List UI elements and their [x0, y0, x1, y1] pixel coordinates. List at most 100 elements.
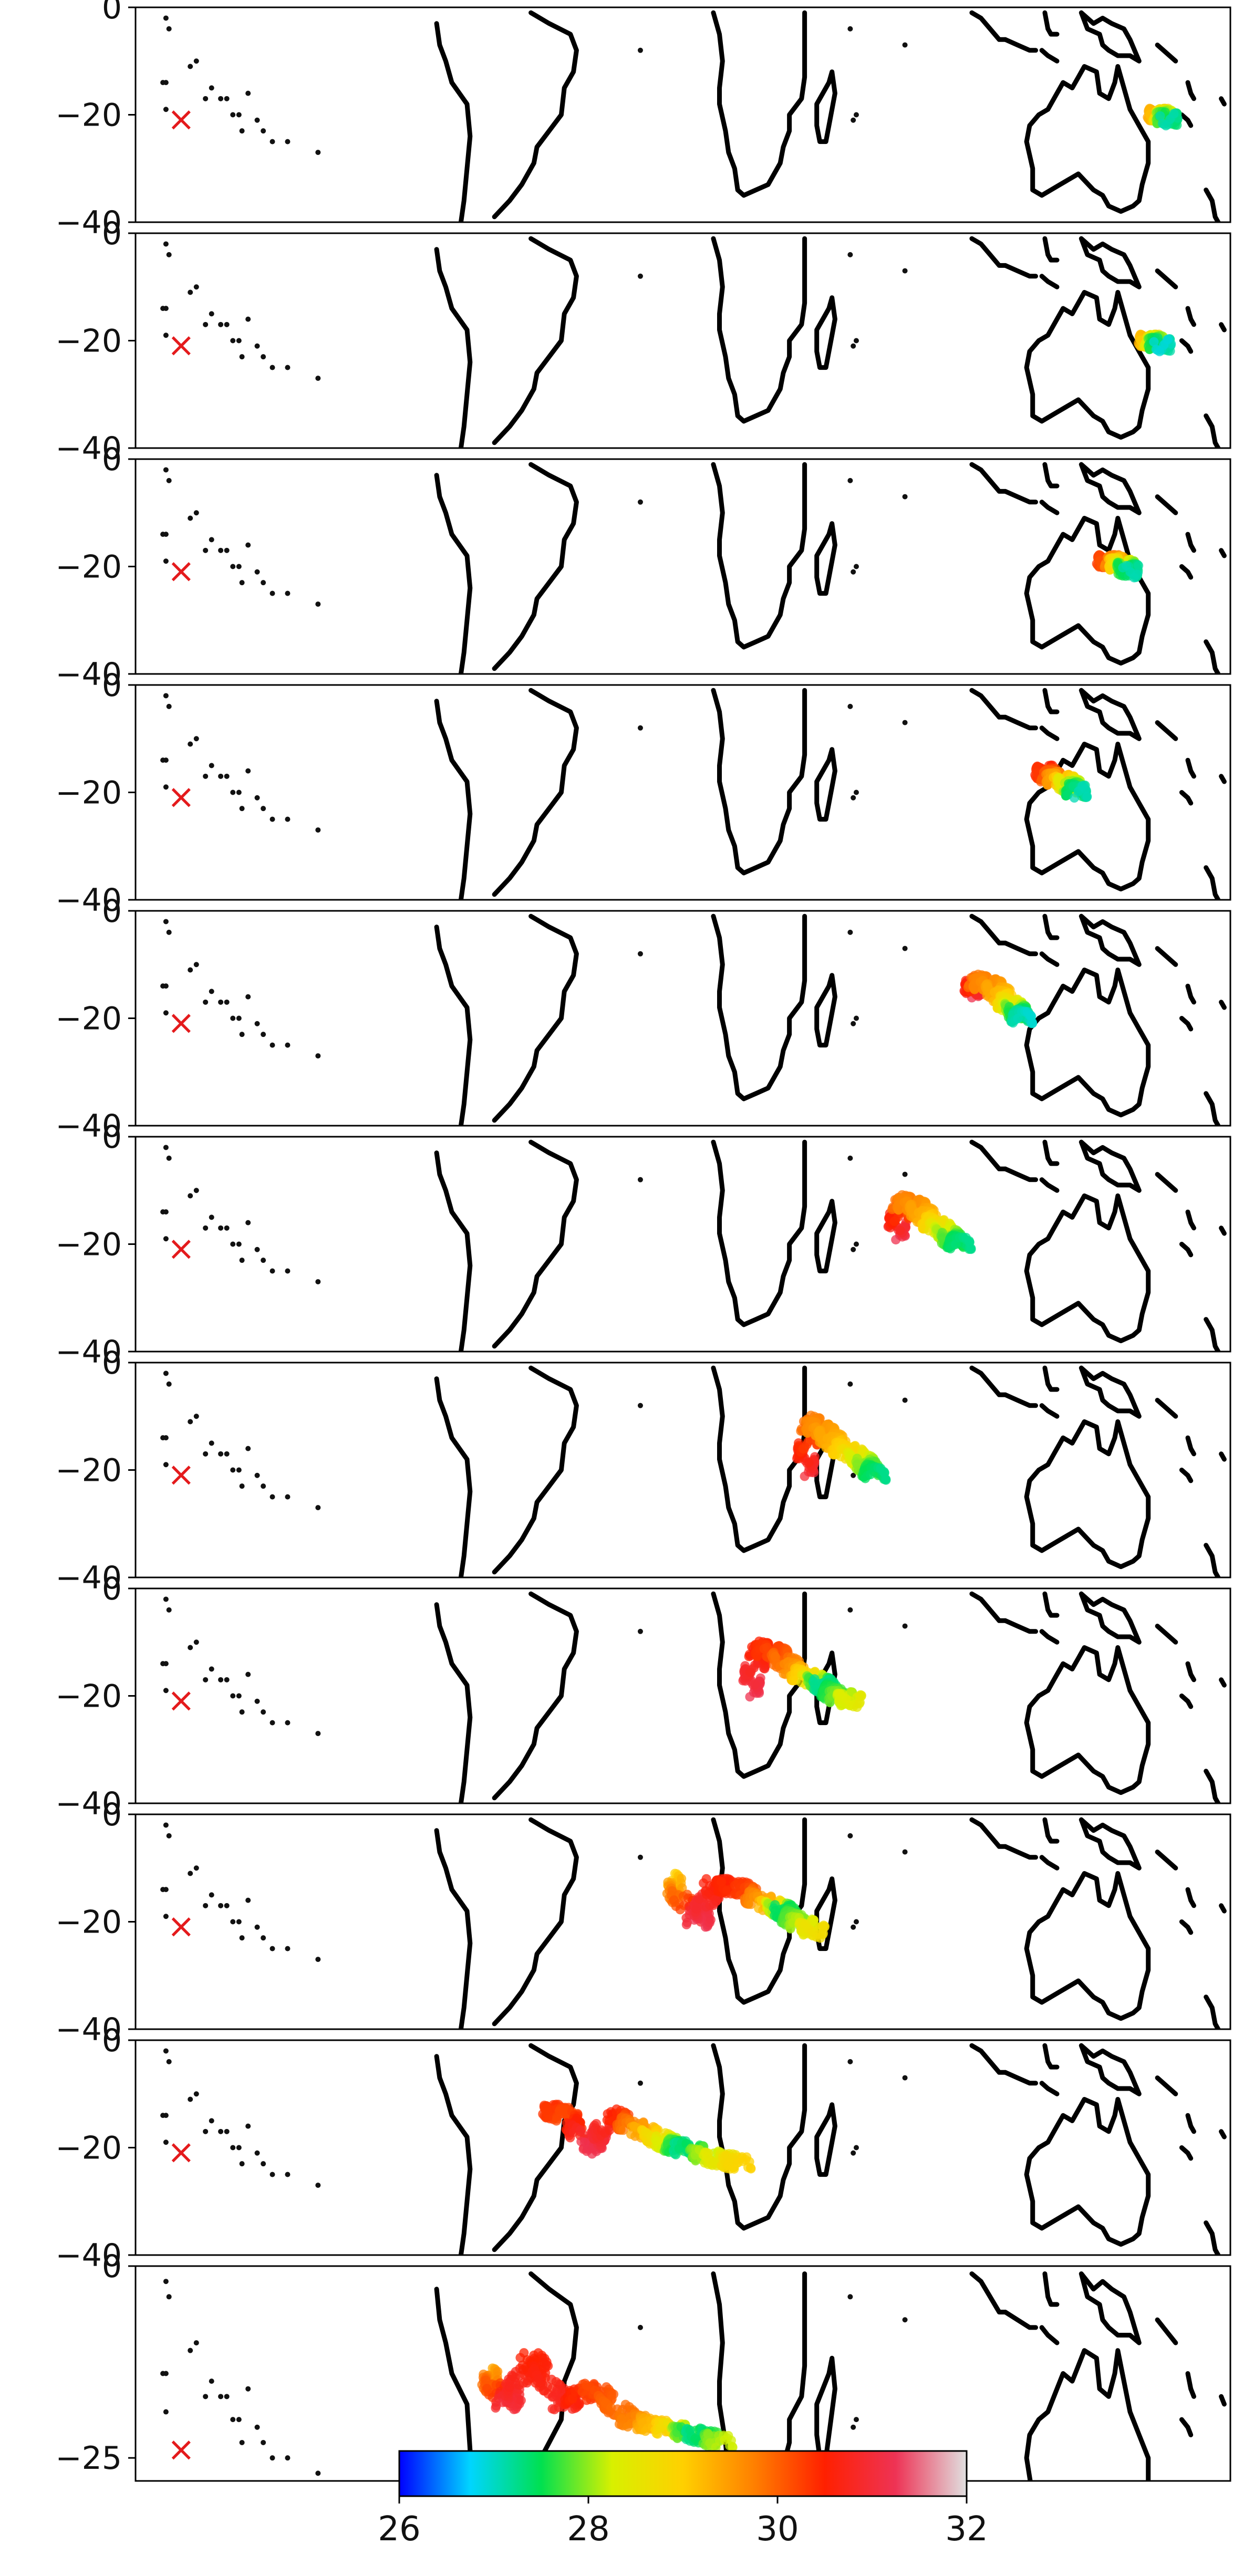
- island-dot: [270, 590, 275, 596]
- plume-point: [856, 1691, 866, 1701]
- coastline: [1024, 64, 1151, 214]
- panel-frame: [134, 1136, 1231, 1353]
- island-dot: [902, 1397, 908, 1403]
- plume-point: [961, 1233, 971, 1242]
- island-dot: [209, 1666, 214, 1672]
- coastline: [1219, 548, 1227, 558]
- island-dot: [637, 725, 643, 731]
- panel-frame: [134, 1362, 1231, 1578]
- plume-point: [728, 2442, 738, 2452]
- island-dot: [315, 601, 321, 607]
- island-dot: [902, 720, 908, 725]
- y-tick-label: −20: [55, 1001, 122, 1037]
- island-dot: [193, 962, 199, 968]
- coastline: [1042, 1817, 1060, 1844]
- island-dot: [902, 42, 908, 48]
- coastline: [1219, 1225, 1227, 1236]
- coastline: [1079, 1139, 1142, 1193]
- island-dot: [193, 510, 199, 516]
- island-dot: [236, 1241, 242, 1247]
- island-dot: [285, 139, 291, 144]
- y-tick-label: −20: [55, 1452, 122, 1489]
- island-dot: [637, 1628, 643, 1634]
- island-dot: [160, 1887, 166, 1893]
- island-dot: [188, 967, 193, 973]
- coastline: [1185, 532, 1196, 553]
- y-tick-label: −40: [55, 1108, 122, 1145]
- island-dot: [315, 827, 321, 833]
- island-dot: [847, 252, 853, 257]
- coastline: [1024, 968, 1151, 1118]
- coastline: [814, 521, 837, 596]
- plume-point: [1013, 1014, 1023, 1023]
- island-dot: [224, 1225, 230, 1231]
- island-dot: [193, 1188, 199, 1193]
- island-dot: [224, 2128, 230, 2134]
- coastline: [1179, 790, 1194, 806]
- source-marker: ×: [167, 100, 195, 139]
- island-dot: [160, 80, 166, 86]
- island-dot: [270, 1946, 275, 1951]
- island-dot: [853, 1015, 859, 1021]
- island-dot: [270, 1042, 275, 1048]
- coastline: [1185, 80, 1196, 101]
- coastline: [1204, 639, 1221, 674]
- island-dot: [245, 994, 251, 1000]
- panel-frame: [134, 910, 1231, 1127]
- island-dot: [236, 1693, 242, 1699]
- colorbar: 26 28 30 32: [378, 2450, 988, 2549]
- coastline: [1042, 1591, 1060, 1618]
- island-dot: [160, 757, 166, 763]
- island-dot: [209, 763, 214, 768]
- island-dot: [163, 2279, 169, 2284]
- island-dot: [209, 2118, 214, 2124]
- island-dot: [902, 1171, 908, 1177]
- island-dot: [245, 1220, 251, 1225]
- coastline: [434, 2287, 473, 2481]
- island-dot: [245, 2386, 251, 2392]
- plume-point: [1151, 345, 1161, 355]
- island-dot: [218, 321, 224, 327]
- island-dot: [224, 773, 230, 779]
- island-dot: [851, 117, 856, 123]
- coastline: [492, 1139, 579, 1349]
- island-dot: [239, 2439, 245, 2445]
- island-dot: [188, 1871, 193, 1876]
- island-dot: [902, 1623, 908, 1629]
- coastline: [969, 236, 1008, 268]
- island-dot: [902, 1849, 908, 1855]
- coastline: [1039, 500, 1060, 515]
- island-dot: [254, 795, 260, 801]
- coastline: [1155, 2075, 1178, 2096]
- coastline: [1024, 1193, 1151, 1344]
- y-tick-label: 0: [102, 1571, 122, 1607]
- island-dot: [853, 564, 859, 569]
- island-dot: [218, 2128, 224, 2134]
- island-dot: [239, 1709, 245, 1715]
- island-dot: [166, 1607, 172, 1613]
- y-tick-label: −20: [55, 1904, 122, 1941]
- island-dot: [254, 1021, 260, 1026]
- island-dot: [847, 26, 853, 32]
- island-dot: [218, 1903, 224, 1908]
- island-dot: [851, 569, 856, 575]
- coastline: [1204, 1543, 1221, 1577]
- coastline: [1079, 462, 1142, 515]
- island-dot: [163, 333, 169, 338]
- island-dot: [637, 1403, 643, 1408]
- island-dot: [261, 1258, 266, 1263]
- island-dot: [166, 2059, 172, 2064]
- island-dot: [285, 1268, 291, 1274]
- island-dot: [224, 1903, 230, 1908]
- y-tick-label: 0: [102, 1796, 122, 1833]
- island-dot: [163, 2409, 169, 2415]
- island-dot: [224, 96, 230, 101]
- plume-point: [1028, 1017, 1037, 1027]
- island-dot: [230, 2145, 236, 2151]
- coastline: [434, 1602, 473, 1803]
- coastline: [1042, 2271, 1060, 2307]
- colorbar-tick-label: 28: [567, 2510, 609, 2549]
- island-dot: [193, 2091, 199, 2097]
- island-dot: [851, 2424, 856, 2430]
- island-dot: [261, 2161, 266, 2167]
